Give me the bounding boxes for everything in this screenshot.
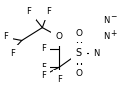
Text: F: F [46, 7, 51, 16]
Text: S: S [76, 48, 82, 58]
Text: −: − [111, 12, 117, 21]
Text: +: + [111, 29, 117, 38]
Text: N: N [103, 16, 110, 25]
Text: N: N [103, 32, 110, 41]
Text: F: F [41, 71, 46, 80]
Text: O: O [75, 29, 82, 38]
Text: F: F [41, 44, 46, 53]
Text: F: F [57, 75, 62, 84]
Text: O: O [56, 32, 63, 41]
Text: F: F [4, 32, 8, 41]
Text: F: F [41, 63, 46, 72]
Text: F: F [27, 7, 31, 16]
Text: O: O [75, 69, 82, 78]
Text: F: F [10, 49, 15, 58]
Text: N: N [94, 49, 100, 58]
